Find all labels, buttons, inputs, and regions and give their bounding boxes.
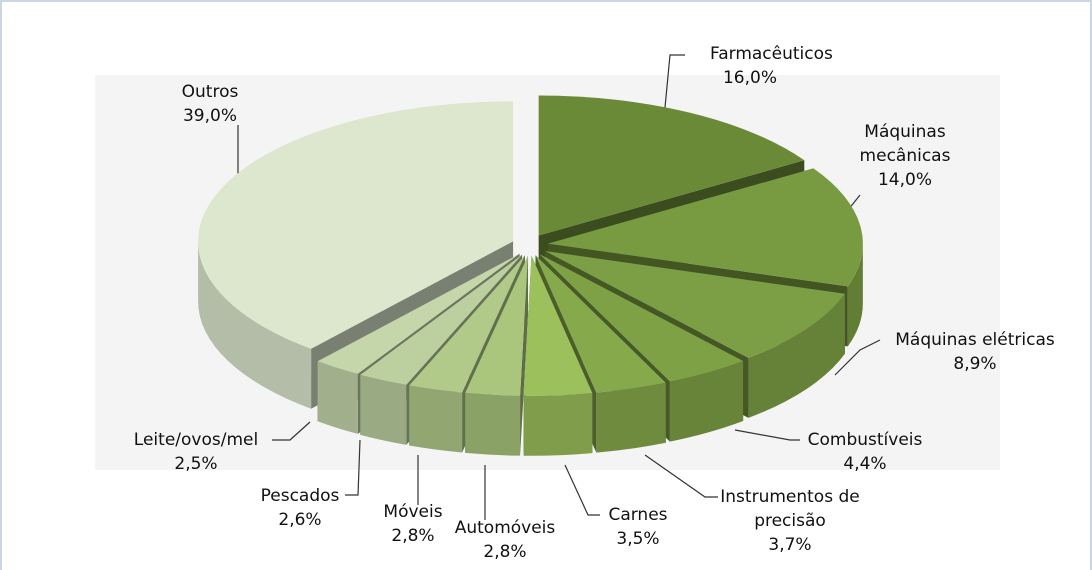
slice (535, 255, 666, 393)
category-name: Instrumentos de precisão (720, 487, 860, 531)
value-label: 2,8% (391, 526, 435, 546)
value-label: 39,0% (182, 106, 237, 126)
slice-label: Carnes 3,5% (598, 503, 678, 551)
category-name: Farmacêuticos (710, 44, 833, 64)
category-name: Máquinas elétricas (895, 330, 1055, 350)
leader (345, 439, 361, 496)
slice-wall (409, 385, 463, 453)
slice (198, 101, 514, 349)
category-name: Outros (181, 82, 239, 102)
value-label: 16,0% (722, 68, 777, 88)
slice-label: Combustíveis 4,4% (800, 428, 930, 476)
value-label: 3,7% (768, 535, 812, 555)
slice (465, 255, 528, 396)
slice-label: Automóveis 2,8% (440, 516, 570, 564)
slice (538, 95, 805, 236)
value-label: 14,0% (877, 170, 932, 190)
category-name: Automóveis (454, 518, 556, 538)
category-name: Leite/ovos/mel (133, 430, 259, 450)
leader (644, 454, 718, 498)
leader (834, 339, 881, 376)
value-label: 8,9% (953, 354, 997, 374)
leader (564, 464, 600, 516)
slice-label: Outros 39,0% (165, 80, 255, 128)
slice (465, 255, 528, 456)
slice (409, 255, 525, 393)
slice (360, 254, 523, 385)
slice-label: Máquinas elétricas 8,9% (875, 328, 1075, 376)
slice-wall (847, 243, 863, 347)
category-name: Máquinas mecânicas (859, 122, 951, 166)
value-label: 2,8% (483, 542, 527, 562)
category-name: Móveis (383, 502, 443, 522)
slice-label: Leite/ovos/mel 2,5% (111, 428, 281, 476)
category-name: Pescados (260, 486, 340, 506)
slice-label: Móveis 2,8% (373, 500, 453, 548)
category-name: Carnes (608, 505, 668, 525)
value-label: 2,5% (174, 454, 218, 474)
slice-wall (748, 293, 845, 418)
slice (547, 168, 863, 287)
slice-wall (465, 392, 521, 456)
slice-wall (360, 374, 407, 445)
slice-wall (317, 361, 358, 434)
slice-wall (669, 360, 744, 442)
slice-label: Máquinas mecânicas 14,0% (850, 120, 960, 192)
category-name: Combustíveis (807, 430, 923, 450)
slice-label: Farmacêuticos 16,0% (710, 42, 833, 90)
value-label: 3,5% (616, 529, 660, 549)
value-label: 2,6% (278, 510, 322, 530)
slice (539, 254, 744, 382)
slice-wall (523, 393, 593, 456)
slice (317, 253, 520, 374)
slice (544, 251, 845, 358)
slice-label: Pescados 2,6% (240, 484, 360, 532)
slice-wall (198, 241, 312, 409)
leader-lines (237, 54, 881, 520)
slice-wall (596, 382, 666, 453)
slice (523, 255, 593, 396)
slice-label: Instrumentos de precisão 3,7% (710, 485, 870, 557)
value-label: 4,4% (843, 454, 887, 474)
leader (272, 421, 311, 441)
slice (523, 255, 593, 456)
leader (734, 429, 800, 441)
